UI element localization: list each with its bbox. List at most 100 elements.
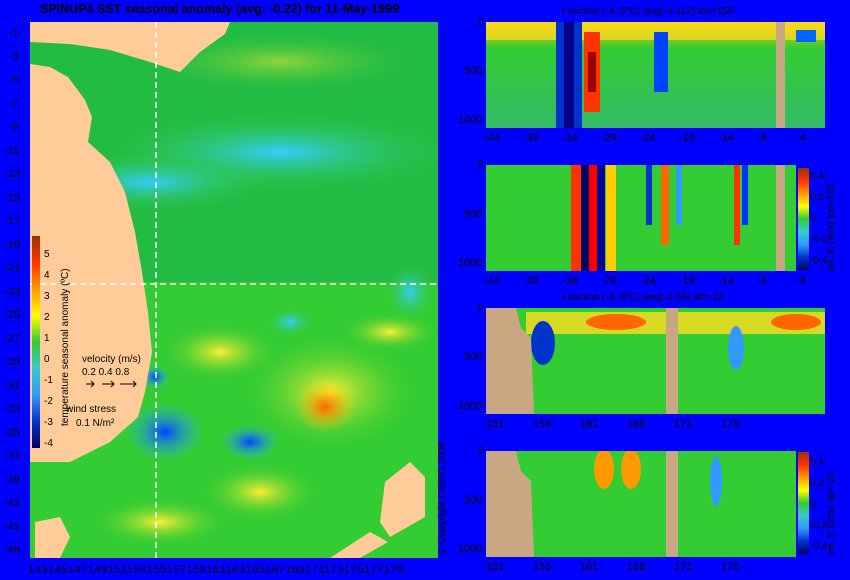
map-ytick: -13 bbox=[4, 168, 20, 180]
section3-xtick: 151 bbox=[486, 418, 505, 430]
map-ytick: -19 bbox=[4, 238, 20, 251]
map-colorbar-tick: 0 bbox=[44, 354, 50, 365]
map-ytick: -15 bbox=[4, 191, 20, 204]
section2-colorbar-tick: 0.2 bbox=[810, 192, 824, 203]
section2-colorbar bbox=[798, 168, 809, 270]
section1-xtick: -14 bbox=[718, 132, 734, 144]
section4-xtick: 171 bbox=[674, 561, 693, 573]
section2-xtick: -44 bbox=[484, 275, 500, 287]
map-title: SPINUP4 SST seasonal anomaly (avg: -0.22… bbox=[40, 2, 400, 16]
section3-xtick: 176 bbox=[721, 418, 740, 430]
section3-xtick: 156 bbox=[533, 418, 552, 430]
section4-colorbar-tick: 0.4 bbox=[810, 457, 824, 468]
section4-xtick: 151 bbox=[486, 561, 505, 573]
map-colorbar bbox=[32, 236, 40, 448]
section1-xtick: -9 bbox=[757, 132, 767, 144]
section4-colorbar-tick: -0.2 bbox=[810, 520, 828, 531]
sst-map bbox=[30, 22, 438, 558]
map-ytick: -3 bbox=[9, 50, 19, 63]
section3-xtick: 161 bbox=[580, 418, 599, 430]
map-ytick: -33 bbox=[4, 403, 20, 415]
section4-colorbar-label: vel. E (m/s) lat=-22 bbox=[826, 471, 837, 556]
section3-plot bbox=[486, 308, 825, 414]
section1-ytick: 0 bbox=[477, 16, 484, 28]
section2-xtick: -4 bbox=[796, 275, 806, 287]
section1-ytick: 500 bbox=[464, 65, 483, 77]
map-xaxis-ticks: 1431451471491511531551571591611631651671… bbox=[28, 564, 404, 576]
section4-colorbar-tick: 0 bbox=[810, 499, 816, 510]
copyright: © Copyright CSIRO 2006 bbox=[437, 441, 448, 554]
section2-plot bbox=[486, 165, 796, 271]
section3-xtick: 171 bbox=[674, 418, 693, 430]
section3-ytick: 500 bbox=[464, 351, 483, 363]
map-ytick: -7 bbox=[9, 97, 19, 110]
velocity-legend-values: 0.2 0.4 0.8 bbox=[82, 367, 130, 378]
section3-ytick: 0 bbox=[477, 302, 484, 314]
section1-xtick: -19 bbox=[679, 132, 695, 144]
map-colorbar-tick: -1 bbox=[44, 375, 53, 386]
map-ytick: -41 bbox=[4, 497, 20, 509]
map-ytick: -11 bbox=[4, 144, 20, 157]
section4-xtick: 161 bbox=[580, 561, 599, 573]
map-ytick: -1 bbox=[9, 27, 19, 39]
map-colorbar-tick: 1 bbox=[44, 333, 50, 344]
map-ytick: -39 bbox=[4, 473, 20, 486]
map-ytick: -27 bbox=[4, 332, 20, 345]
section4-ytick: 500 bbox=[464, 494, 483, 506]
section2-colorbar-tick: 0.4 bbox=[810, 171, 824, 182]
section4-colorbar bbox=[798, 452, 809, 554]
section4-xtick: 156 bbox=[533, 561, 552, 573]
map-ytick: -31 bbox=[4, 379, 20, 392]
section3-xtick: 166 bbox=[627, 418, 646, 430]
section1-xtick: -44 bbox=[484, 132, 500, 144]
map-ytick: -45 bbox=[4, 544, 20, 556]
section1-xtick: -4 bbox=[796, 132, 806, 144]
map-colorbar-tick: -2 bbox=[44, 396, 53, 407]
section2-colorbar-label: vel. E (m/s) lon=155 bbox=[826, 182, 837, 272]
map-colorbar-tick: 5 bbox=[44, 249, 50, 260]
section2-ytick: 500 bbox=[464, 208, 483, 220]
section4-plot bbox=[486, 451, 796, 557]
section2-ytick: 1000 bbox=[458, 257, 483, 269]
map-ytick: -37 bbox=[4, 450, 20, 462]
section1-xtick: -24 bbox=[640, 132, 656, 144]
map-colorbar-tick: -4 bbox=[44, 438, 53, 449]
section2-colorbar-tick: -0.4 bbox=[810, 255, 828, 266]
section1-title: t section (-4..5ºC) (avg: 0.112) lon=155 bbox=[562, 6, 734, 17]
velocity-legend-arrows bbox=[86, 380, 137, 388]
map-ytick: -25 bbox=[4, 309, 20, 321]
map-ytick: -17 bbox=[4, 215, 20, 227]
section4-xtick: 176 bbox=[721, 561, 740, 573]
map-ytick: -23 bbox=[4, 285, 20, 298]
wind-legend-value: 0.1 N/m² bbox=[76, 418, 115, 429]
section4-xtick: 166 bbox=[627, 561, 646, 573]
map-colorbar-tick: 3 bbox=[44, 291, 50, 302]
map-ytick: -5 bbox=[9, 74, 19, 86]
section2-xtick: -39 bbox=[523, 275, 539, 287]
section2-xtick: -34 bbox=[562, 275, 578, 287]
map-colorbar-tick: 2 bbox=[44, 312, 50, 323]
section1-plot bbox=[486, 22, 825, 128]
section4-colorbar-tick: -0.4 bbox=[810, 541, 828, 552]
wind-legend-title: wind stress bbox=[66, 404, 117, 415]
section3-title: t section (-4..5ºC) (avg: 0.55) lat=-22 bbox=[562, 292, 724, 303]
section4-colorbar-tick: 0.2 bbox=[810, 478, 824, 489]
section3-ytick: 1000 bbox=[458, 400, 483, 412]
section2-xtick: -14 bbox=[718, 275, 734, 287]
section2-colorbar-tick: 0 bbox=[810, 213, 816, 224]
section1-ytick: 1000 bbox=[458, 114, 483, 126]
section1-xtick: -34 bbox=[562, 132, 578, 144]
map-ytick: -35 bbox=[4, 426, 20, 439]
map-ytick: -9 bbox=[9, 121, 19, 133]
section1-xtick: -29 bbox=[601, 132, 617, 144]
section2-xtick: -9 bbox=[757, 275, 767, 287]
map-ytick: -29 bbox=[4, 356, 20, 368]
section2-colorbar-tick: -0.2 bbox=[810, 234, 828, 245]
velocity-legend-title: velocity (m/s) bbox=[82, 354, 141, 365]
map-ytick: -43 bbox=[4, 520, 20, 533]
map-colorbar-label: temperature seasonal anomaly (ºC) bbox=[60, 268, 71, 426]
section4-ytick: 0 bbox=[477, 445, 484, 457]
map-colorbar-tick: 4 bbox=[44, 270, 50, 281]
section2-xtick: -19 bbox=[679, 275, 695, 287]
section2-ytick: 0 bbox=[477, 159, 484, 171]
